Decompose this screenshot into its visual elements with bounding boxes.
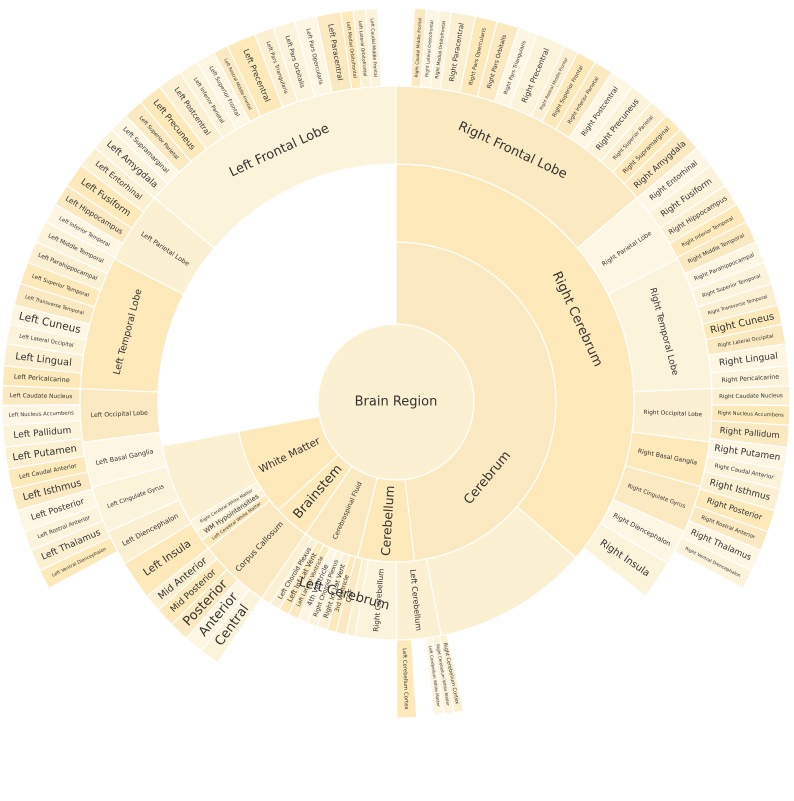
segment-brainstem[interactable]: [277, 453, 353, 535]
segment-left-amygdala[interactable]: [94, 128, 169, 199]
label-left-caudate-nucleus: Left Caudate Nucleus: [10, 393, 73, 400]
label-left-lateral-orbitofrontal: Left Lateral Orbitofrontal: [357, 21, 368, 77]
segment-left-lateral-orbitofrontal[interactable]: [352, 8, 373, 89]
segment-left-postcentral[interactable]: [158, 71, 224, 151]
segment-right-cerebellum-cortex[interactable]: [439, 633, 465, 714]
segment-left-isthmus[interactable]: [10, 470, 93, 512]
segment-left-thalamus[interactable]: [30, 520, 112, 572]
segment-right-cerebral-white-matter[interactable]: [189, 481, 263, 533]
segment-left-pars-triangularis[interactable]: [253, 26, 299, 108]
segment-left-rostral-middle-frontal[interactable]: [213, 45, 262, 123]
segment-left-medial-orbitofrontal[interactable]: [340, 9, 363, 90]
segment-left-middle-temporal[interactable]: [35, 221, 116, 275]
segment-left-supramarginal[interactable]: [110, 114, 180, 185]
segment-left-posterior[interactable]: [16, 488, 99, 533]
root-label: Brain Region: [355, 395, 438, 410]
segment-left-caudate-nucleus[interactable]: [1, 385, 81, 407]
segment-left-paracentral[interactable]: [315, 11, 353, 94]
segment-left-pars-orbitalis[interactable]: [272, 20, 316, 103]
segment-left-superior-frontal[interactable]: [195, 51, 251, 131]
label-cerebellum: Cerebellum: [379, 485, 397, 556]
segment-left-parahippocampal[interactable]: [26, 241, 109, 291]
segment-left-superior-parietal[interactable]: [124, 101, 192, 174]
label-right-occipital-lobe: Right Occipital Lobe: [643, 410, 702, 418]
segment-left-rostral-anterior[interactable]: [23, 505, 105, 552]
sunburst-segments: [1, 7, 791, 719]
segment-left-pars-opercularis[interactable]: [293, 15, 333, 98]
label-left-nucleus-accumbens: Left Nucleus Accumbens: [9, 410, 75, 418]
segment-left-inferior-temporal[interactable]: [44, 203, 124, 259]
segment-left-hippocampus[interactable]: [54, 184, 133, 245]
segment-left-cuneus[interactable]: [9, 304, 91, 341]
segment-left-entorhinal[interactable]: [80, 146, 156, 213]
segment-central[interactable]: [200, 588, 263, 664]
label-left-pericalcarine: Left Pericalcarine: [14, 373, 70, 385]
label-left-occipital-lobe: Left Occipital Lobe: [91, 410, 149, 419]
label-right-pericalcarine: Right Pericalcarine: [721, 373, 779, 384]
segment-left-fusiform[interactable]: [65, 164, 145, 230]
segment-left-lingual[interactable]: [3, 343, 85, 374]
segment-left-transverse-temporal[interactable]: [13, 282, 96, 325]
segment-left-lateral-occipital[interactable]: [5, 323, 87, 356]
segment-left-cerebellum-cortex[interactable]: [395, 638, 418, 719]
segment-left-superior-temporal[interactable]: [19, 261, 102, 308]
segment-left-precuneus[interactable]: [139, 85, 208, 163]
segment-right-insula[interactable]: [583, 522, 669, 597]
label-right-nucleus-accumbens: Right Nucleus Accumbens: [718, 410, 785, 418]
segment-right-cerebellum-white-matter[interactable]: [431, 635, 455, 715]
segment-left-caudal-anterior[interactable]: [7, 455, 89, 490]
segment-right-cerebellum[interactable]: [354, 558, 398, 641]
segment-mid-anterior[interactable]: [145, 547, 218, 611]
segment-left-caudal-middle-frontal[interactable]: [364, 7, 382, 88]
segment-left-inferior-parietal[interactable]: [179, 61, 237, 139]
label-right-lateral-orbitofrontal: Right Lateral Orbitofrontal: [424, 20, 435, 77]
segment-left-precentral[interactable]: [226, 33, 284, 118]
label-left-caudal-middle-frontal: Left Caudal Middle Frontal: [369, 18, 379, 77]
segment-left-cerebellum-white-matter[interactable]: [424, 636, 445, 717]
segment-right-ventral-diencephalon[interactable]: [673, 536, 753, 590]
label-left-cerebellum-cortex: Left Cerebellum Cortex: [401, 648, 409, 710]
segment-left-nucleus-accumbens[interactable]: [1, 404, 82, 426]
label-csf: CSF: [345, 588, 356, 603]
segment-mid-posterior[interactable]: [157, 557, 228, 626]
label-right-caudal-middle-frontal: Right Caudal Middle Frontal: [414, 18, 424, 78]
segment-left-pericalcarine[interactable]: [1, 365, 82, 390]
segment-anterior[interactable]: [185, 579, 251, 652]
segment-left-putamen[interactable]: [3, 437, 86, 471]
segment-posterior[interactable]: [170, 568, 239, 640]
segment-left-ventral-diencephalon[interactable]: [39, 536, 119, 590]
label-right-caudate-nucleus: Right Caudate Nucleus: [719, 393, 783, 400]
